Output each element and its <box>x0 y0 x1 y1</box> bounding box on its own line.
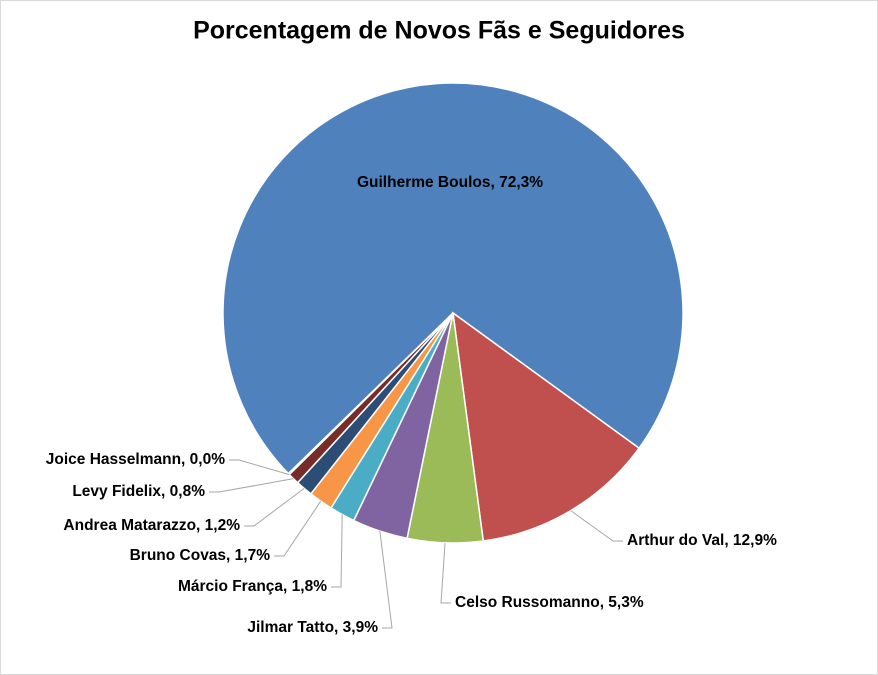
pie-slice <box>222 82 684 475</box>
data-label: Levy Fidelix, 0,8% <box>72 483 205 500</box>
leader-line <box>274 500 322 557</box>
leader-line <box>244 487 305 527</box>
data-label: Márcio França, 1,8% <box>178 578 327 595</box>
pie-slice <box>452 311 641 542</box>
data-labels: Guilherme Boulos, 72,3% Arthur do Val, 12… <box>46 174 777 636</box>
data-label: Bruno Covas, 1,7% <box>130 547 271 564</box>
pie <box>222 82 684 544</box>
leader-line <box>440 542 451 604</box>
leader-line <box>209 478 294 493</box>
leader-line <box>229 459 290 476</box>
data-label: Andrea Matarazzo, 1,2% <box>63 517 240 534</box>
data-label: Arthur do Val, 12,9% <box>627 532 777 549</box>
leader-line <box>379 531 393 629</box>
data-label: Celso Russomanno, 5,3% <box>455 594 644 611</box>
data-label: Guilherme Boulos, 72,3% <box>357 174 543 191</box>
leader-line <box>570 510 623 542</box>
data-label: Jilmar Tatto, 3,9% <box>247 619 378 636</box>
chart-title: Porcentagem de Novos Fãs e Seguidores <box>193 17 685 45</box>
data-label: Joice Hasselmann, 0,0% <box>46 451 225 468</box>
leader-line <box>331 514 343 588</box>
